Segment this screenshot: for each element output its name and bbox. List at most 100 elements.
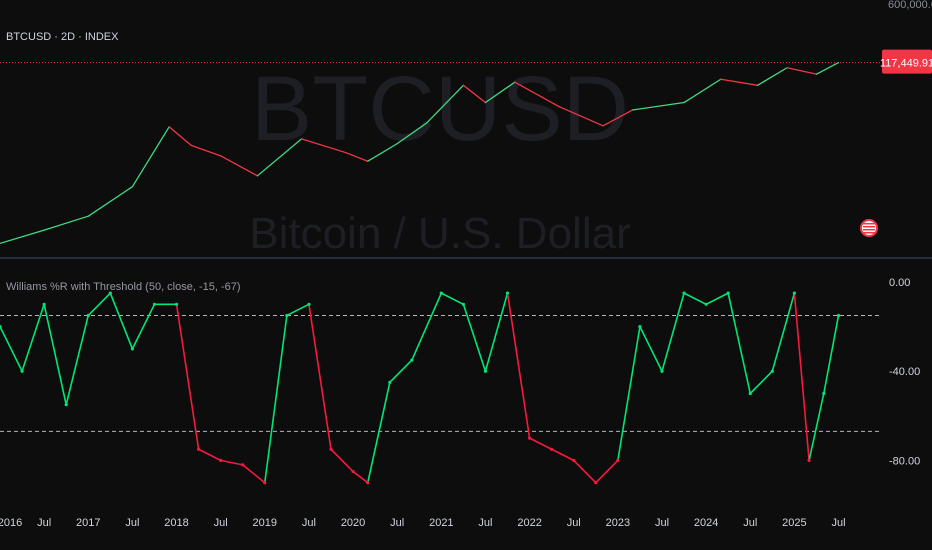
- x-axis-tick: 2019: [253, 517, 277, 529]
- wr-point: [410, 358, 414, 362]
- last-price-tag: [882, 49, 932, 74]
- wr-point: [527, 436, 532, 440]
- wr-segment: [197, 448, 222, 462]
- x-axis-tick: Jul: [831, 517, 845, 529]
- wr-point: [64, 403, 68, 407]
- indicator-axis-tick: -40.00: [889, 366, 920, 378]
- wr-point: [726, 291, 730, 295]
- wr-segment: [661, 292, 685, 373]
- price-segment: [87, 186, 134, 217]
- price-segment: [720, 78, 759, 86]
- wr-segment: [683, 292, 707, 306]
- wr-point: [329, 447, 333, 451]
- price-segment: [484, 81, 516, 104]
- flag-stripe: [863, 223, 875, 225]
- wr-segment: [131, 303, 156, 350]
- price-segment: [756, 67, 788, 86]
- wr-point: [483, 369, 488, 373]
- wr-point: [550, 447, 554, 451]
- x-axis-tick: 2025: [782, 517, 806, 529]
- wr-segment: [793, 292, 810, 462]
- wr-segment: [175, 303, 200, 451]
- price-segment: [683, 78, 722, 104]
- wr-segment: [727, 292, 752, 395]
- wr-segment: [506, 292, 531, 439]
- wr-segment: [0, 325, 23, 373]
- wr-point: [505, 291, 510, 295]
- wr-segment: [109, 292, 134, 350]
- x-axis-tick: Jul: [478, 517, 492, 529]
- wr-point: [461, 302, 465, 306]
- wr-point: [130, 347, 134, 351]
- wr-segment: [550, 448, 575, 462]
- wr-point: [86, 313, 90, 318]
- wr-point: [219, 458, 223, 462]
- x-axis-tick: 2021: [429, 517, 453, 529]
- wr-segment: [808, 392, 825, 462]
- price-segment: [815, 61, 840, 75]
- wr-point: [366, 481, 370, 485]
- wr-point: [152, 302, 157, 306]
- wr-segment: [389, 359, 413, 384]
- wr-segment: [440, 292, 465, 306]
- symbol-title: BTCUSD · 2D · INDEX: [6, 31, 119, 43]
- price-segment: [43, 215, 89, 231]
- wr-segment: [308, 303, 332, 451]
- price-segment: [220, 155, 259, 177]
- price-segment: [345, 151, 369, 162]
- wr-point: [0, 325, 2, 329]
- wr-point: [42, 302, 46, 306]
- wr-point: [638, 325, 642, 329]
- wr-point: [792, 291, 796, 295]
- wr-segment: [484, 292, 509, 373]
- wr-segment: [771, 292, 796, 373]
- x-axis-tick: Jul: [302, 517, 316, 529]
- wr-segment: [572, 459, 597, 484]
- wr-point: [594, 481, 598, 485]
- wr-segment: [21, 303, 45, 373]
- indicator-axis-tick: -80.00: [889, 455, 920, 467]
- wr-point: [174, 302, 179, 306]
- price-segment: [168, 126, 192, 147]
- wr-point: [196, 447, 201, 451]
- price-segment: [514, 81, 560, 108]
- wr-segment: [617, 325, 641, 462]
- wr-point: [682, 291, 686, 295]
- flag-stripe: [863, 229, 875, 231]
- wr-point: [616, 458, 620, 462]
- wr-segment: [241, 464, 266, 484]
- us-flag-icon: [860, 219, 878, 237]
- price-segment: [256, 138, 303, 177]
- x-axis-tick: Jul: [214, 517, 228, 529]
- price-segment: [190, 144, 222, 157]
- x-axis-tick: Jul: [567, 517, 581, 529]
- wr-segment: [263, 314, 288, 484]
- wr-segment: [286, 303, 310, 317]
- watermark-name: Bitcoin / U.S. Dollar: [249, 209, 630, 258]
- wr-point: [388, 380, 392, 384]
- wr-point: [704, 302, 708, 306]
- price-segment: [462, 84, 487, 104]
- wr-point: [572, 458, 576, 462]
- x-axis-tick: 2018: [164, 517, 188, 529]
- x-axis-tick: 2022: [517, 517, 541, 529]
- wr-point: [439, 291, 443, 295]
- price-segment: [396, 122, 428, 145]
- wr-segment: [411, 292, 443, 361]
- last-price-label: 117,449.91: [880, 58, 932, 70]
- x-axis-tick: Jul: [655, 517, 669, 529]
- wr-segment: [639, 325, 663, 373]
- price-segment: [131, 126, 170, 188]
- wr-point: [807, 458, 811, 462]
- wr-segment: [43, 303, 67, 406]
- wr-point: [285, 313, 289, 318]
- wr-point: [263, 481, 267, 485]
- wr-point: [307, 302, 311, 306]
- x-axis-tick: 2016: [0, 517, 22, 529]
- wr-point: [770, 369, 774, 373]
- wr-segment: [366, 381, 391, 484]
- price-segment: [631, 101, 685, 111]
- wr-segment: [330, 448, 354, 473]
- wr-segment: [87, 292, 112, 317]
- wr-point: [836, 313, 841, 318]
